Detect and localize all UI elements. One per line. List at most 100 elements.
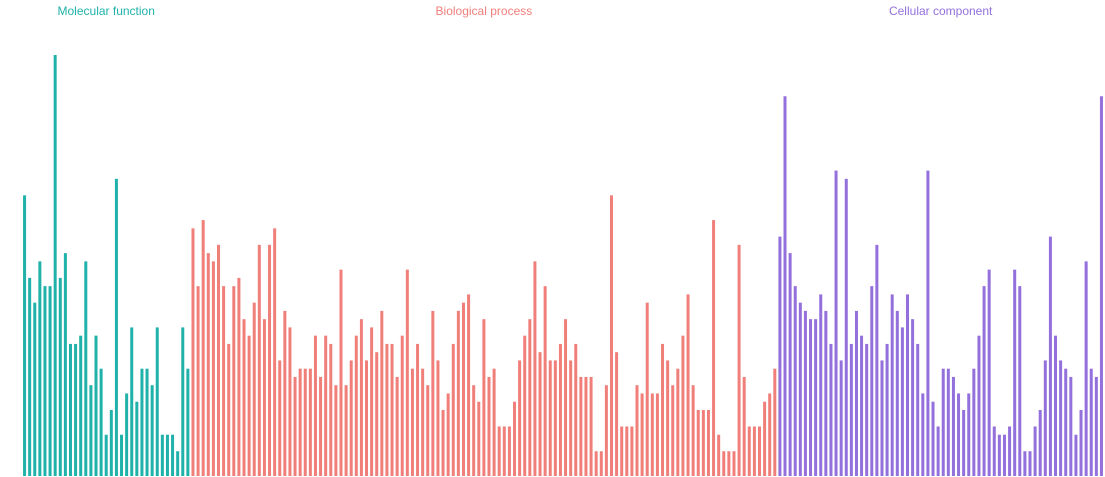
bar — [1018, 286, 1022, 476]
bar — [319, 376, 323, 476]
bar — [426, 385, 430, 476]
bar — [686, 294, 690, 476]
bar — [53, 55, 57, 476]
bar — [502, 426, 506, 476]
bar — [482, 319, 486, 476]
bar — [870, 286, 874, 476]
bar — [283, 310, 287, 476]
bar — [803, 310, 807, 476]
bar — [1069, 376, 1073, 476]
bar — [120, 434, 124, 476]
bar — [967, 393, 971, 476]
bar — [757, 426, 761, 476]
bar — [941, 368, 945, 476]
bar — [273, 228, 277, 476]
bar — [727, 451, 731, 476]
group-label: Cellular component — [889, 4, 993, 18]
bar — [216, 244, 220, 476]
bar — [548, 360, 552, 476]
bar — [206, 253, 210, 476]
bar — [242, 319, 246, 476]
bar — [94, 335, 98, 476]
bar — [518, 360, 522, 476]
bar — [666, 360, 670, 476]
bar — [849, 343, 853, 476]
bar — [262, 319, 266, 476]
bar — [507, 426, 511, 476]
bar — [114, 178, 118, 476]
bar — [957, 393, 961, 476]
bar — [99, 368, 103, 476]
bar — [365, 360, 369, 476]
bar — [640, 393, 644, 476]
bar — [196, 286, 200, 476]
bar — [569, 360, 573, 476]
bar — [1028, 451, 1032, 476]
bar — [650, 393, 654, 476]
bar — [951, 376, 955, 476]
bar — [370, 327, 374, 476]
bar — [211, 261, 215, 476]
bar — [1064, 368, 1068, 476]
bar — [451, 343, 455, 476]
group-label: Biological process — [436, 4, 533, 18]
bar — [324, 335, 328, 476]
bar — [1094, 376, 1098, 476]
bar — [1099, 96, 1103, 477]
bar — [441, 409, 445, 476]
bar — [528, 319, 532, 476]
bar — [599, 451, 603, 476]
bar — [681, 335, 685, 476]
bar — [58, 277, 62, 476]
bar — [472, 385, 476, 476]
bar — [609, 195, 613, 477]
bar — [906, 294, 910, 476]
bar — [359, 319, 363, 476]
bar — [824, 310, 828, 476]
bar — [237, 277, 241, 476]
bar — [334, 385, 338, 476]
bar — [763, 401, 767, 476]
bar — [732, 451, 736, 476]
bar — [829, 343, 833, 476]
bar — [625, 426, 629, 476]
bar — [303, 368, 307, 476]
bar — [257, 244, 261, 476]
bar — [538, 352, 542, 476]
bar — [839, 360, 843, 476]
bar — [28, 277, 32, 476]
bar — [712, 220, 716, 476]
bar — [962, 409, 966, 476]
bar — [671, 385, 675, 476]
bar — [1023, 451, 1027, 476]
bar — [79, 335, 83, 476]
bar — [854, 310, 858, 476]
bar — [1048, 236, 1052, 476]
bar — [564, 319, 568, 476]
bar — [186, 368, 190, 476]
bar — [579, 376, 583, 476]
bar — [278, 360, 282, 476]
bar — [630, 426, 634, 476]
bar — [655, 393, 659, 476]
bar — [181, 327, 185, 476]
bar — [227, 343, 231, 476]
bar — [176, 451, 180, 476]
bar — [293, 376, 297, 476]
bar — [533, 261, 537, 476]
bar — [410, 368, 414, 476]
bar — [946, 368, 950, 476]
bar — [165, 434, 169, 476]
bar — [349, 360, 353, 476]
bar — [676, 368, 680, 476]
bar — [977, 335, 981, 476]
bar — [691, 385, 695, 476]
bar — [900, 327, 904, 476]
bar — [931, 401, 935, 476]
bar — [768, 393, 772, 476]
bar — [875, 244, 879, 476]
bar — [63, 253, 67, 476]
bar — [1074, 434, 1078, 476]
bar — [1033, 426, 1037, 476]
bar — [880, 360, 884, 476]
